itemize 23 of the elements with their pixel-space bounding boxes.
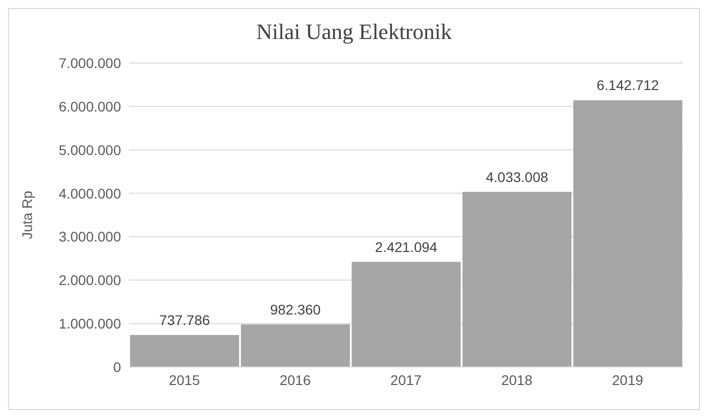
y-tick-label: 3.000.000 (58, 228, 122, 245)
x-tick-label: 2019 (612, 372, 644, 388)
y-tick-label: 0 (113, 358, 122, 375)
data-label: 6.142.712 (596, 77, 660, 94)
y-tick-label: 7.000.000 (58, 54, 122, 71)
y-tick-label: 5.000.000 (58, 142, 122, 158)
y-tick-label: 4.000.000 (58, 185, 122, 202)
data-label: 737.786 (159, 312, 210, 328)
bar (462, 192, 572, 367)
y-tick-label: 6.000.000 (58, 98, 122, 114)
chart-title: Nilai Uang Elektronik (255, 18, 453, 46)
x-tick-label: 2016 (280, 372, 311, 388)
bar (573, 100, 682, 367)
data-label: 982.360 (270, 301, 321, 318)
x-tick-label: 2015 (168, 372, 200, 388)
bar (130, 334, 240, 367)
y-axis-title: Juta Rp (18, 190, 35, 240)
x-tick-label: 2018 (501, 372, 533, 388)
data-label: 4.033.008 (486, 168, 548, 185)
x-tick-label: 2017 (390, 372, 422, 388)
y-tick-label: 2.000.000 (58, 272, 122, 288)
data-label: 2.421.094 (375, 238, 438, 255)
y-tick-label: 1.000.000 (58, 316, 122, 332)
